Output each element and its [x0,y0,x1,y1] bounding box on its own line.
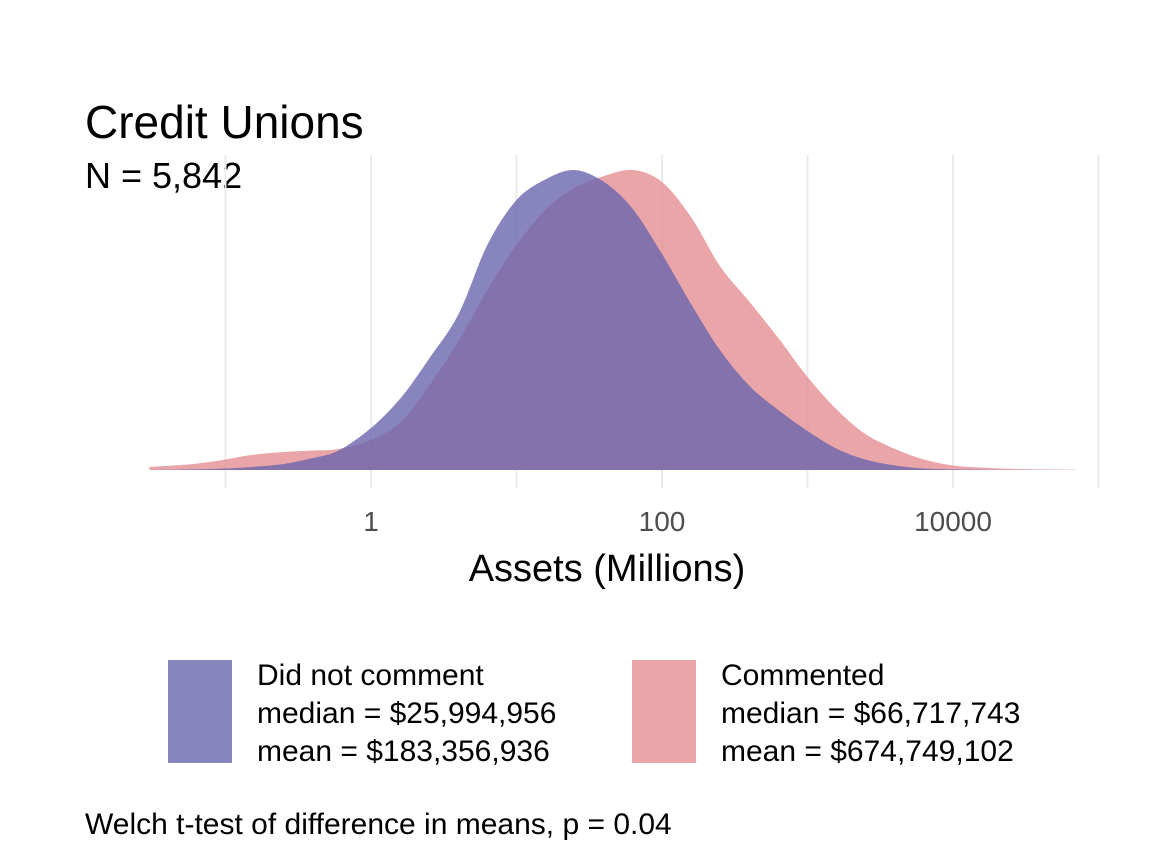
legend-median-did-not-comment: median = $25,994,956 [257,697,556,730]
chart-title: Credit Unions [85,96,364,148]
caption: Welch t-test of difference in means, p =… [85,808,672,841]
x-tick-label: 100 [639,506,686,537]
x-tick-label: 10000 [914,506,992,537]
legend-mean-did-not-comment: mean = $183,356,936 [257,735,550,768]
legend-mean-commented: mean = $674,749,102 [721,735,1014,768]
legend-median-commented: median = $66,717,743 [721,697,1020,730]
density-areas [149,169,1076,471]
chart-subtitle: N = 5,842 [85,155,242,196]
legend: Did not comment median = $25,994,956 mea… [168,659,1020,768]
x-axis-ticks: 1 100 10000 [363,506,992,537]
x-tick-label: 1 [363,506,379,537]
legend-label-did-not-comment: Did not comment [257,659,484,692]
density-area-did-not-comment [149,169,1076,471]
legend-key-did-not-comment [168,660,232,763]
x-axis-title: Assets (Millions) [469,548,746,590]
legend-key-commented [632,660,696,763]
legend-label-commented: Commented [721,659,884,692]
